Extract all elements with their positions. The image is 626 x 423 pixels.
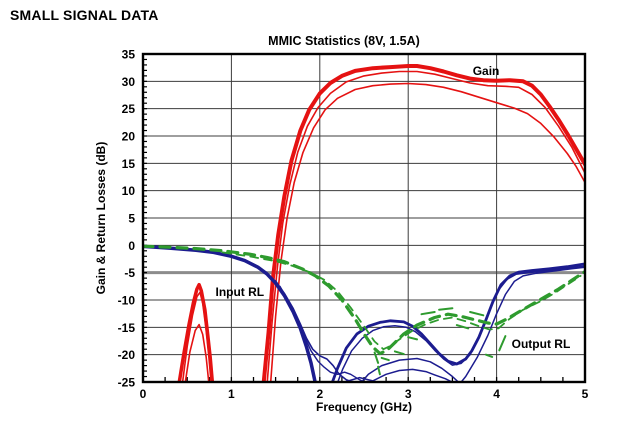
series-output-rl-dash-10 bbox=[485, 353, 494, 358]
series-output-rl-dash-6 bbox=[420, 311, 436, 316]
series-output-rl-dash-1 bbox=[373, 351, 380, 364]
series-input-rl-rise-3 bbox=[460, 266, 585, 382]
series-input-rl-hump-1 bbox=[330, 262, 585, 382]
y-tick-label: 0 bbox=[128, 239, 135, 253]
series-output-rl-dash-3 bbox=[380, 356, 390, 362]
series-input-rl-hump-2 bbox=[336, 265, 585, 382]
y-tick-label: -10 bbox=[118, 294, 136, 308]
y-tick-label: 15 bbox=[122, 157, 136, 171]
x-tick-label: 3 bbox=[405, 387, 412, 401]
y-tick-label: -15 bbox=[118, 321, 136, 335]
y-tick-label: 35 bbox=[122, 48, 136, 62]
series-output-rl-dash-9 bbox=[469, 311, 485, 317]
series-output-rl-dash-7 bbox=[438, 307, 454, 311]
y-tick-label: -20 bbox=[118, 348, 136, 362]
series-output-rl-dash-2 bbox=[377, 365, 381, 376]
series-input-rl-low-2 bbox=[360, 357, 460, 382]
series-gain-3 bbox=[269, 82, 585, 382]
y-tick-label: 20 bbox=[122, 130, 136, 144]
y-tick-label: 10 bbox=[122, 184, 136, 198]
series-output-rl-dash-4 bbox=[393, 350, 405, 356]
x-tick-label: 5 bbox=[582, 387, 589, 401]
series-output-rl-2 bbox=[221, 251, 582, 351]
y-tick-label: 30 bbox=[122, 75, 136, 89]
series-input-rl-main bbox=[143, 244, 317, 382]
series-gain-spike-2 bbox=[181, 291, 212, 382]
x-tick-label: 2 bbox=[316, 387, 323, 401]
plot-frame bbox=[141, 52, 587, 384]
x-axis-title: Frequency (GHz) bbox=[315, 400, 412, 414]
series-input-rl-branch-2 bbox=[279, 285, 366, 382]
x-tick-label: 4 bbox=[493, 387, 500, 401]
y-tick-label: -25 bbox=[118, 376, 136, 390]
y-tick-label: 25 bbox=[122, 102, 136, 116]
page-title: SMALL SIGNAL DATA bbox=[10, 7, 159, 23]
x-tick-label: 1 bbox=[228, 387, 235, 401]
series-gain-spike-1 bbox=[177, 282, 215, 382]
ann-input-rl: Input RL bbox=[215, 285, 265, 300]
series-output-rl-dash-11 bbox=[498, 335, 507, 352]
ann-gain: Gain bbox=[472, 64, 500, 79]
series-output-rl-dash-8 bbox=[455, 324, 470, 330]
series-gain-2 bbox=[266, 70, 585, 382]
y-tick-label: 5 bbox=[128, 212, 135, 226]
chart-title: MMIC Statistics (8V, 1.5A) bbox=[268, 34, 420, 48]
series-output-rl-dash-5 bbox=[407, 336, 418, 341]
x-tick-label: 0 bbox=[140, 387, 147, 401]
series-input-rl-branch-1 bbox=[274, 280, 355, 382]
series-gain-main bbox=[261, 64, 585, 382]
series-gain-spike-3 bbox=[184, 323, 210, 382]
ann-output-rl: Output RL bbox=[511, 336, 571, 351]
series-output-rl-main bbox=[143, 244, 585, 356]
series-input-rl-low-1 bbox=[345, 368, 454, 382]
y-tick-label: -5 bbox=[124, 266, 135, 280]
